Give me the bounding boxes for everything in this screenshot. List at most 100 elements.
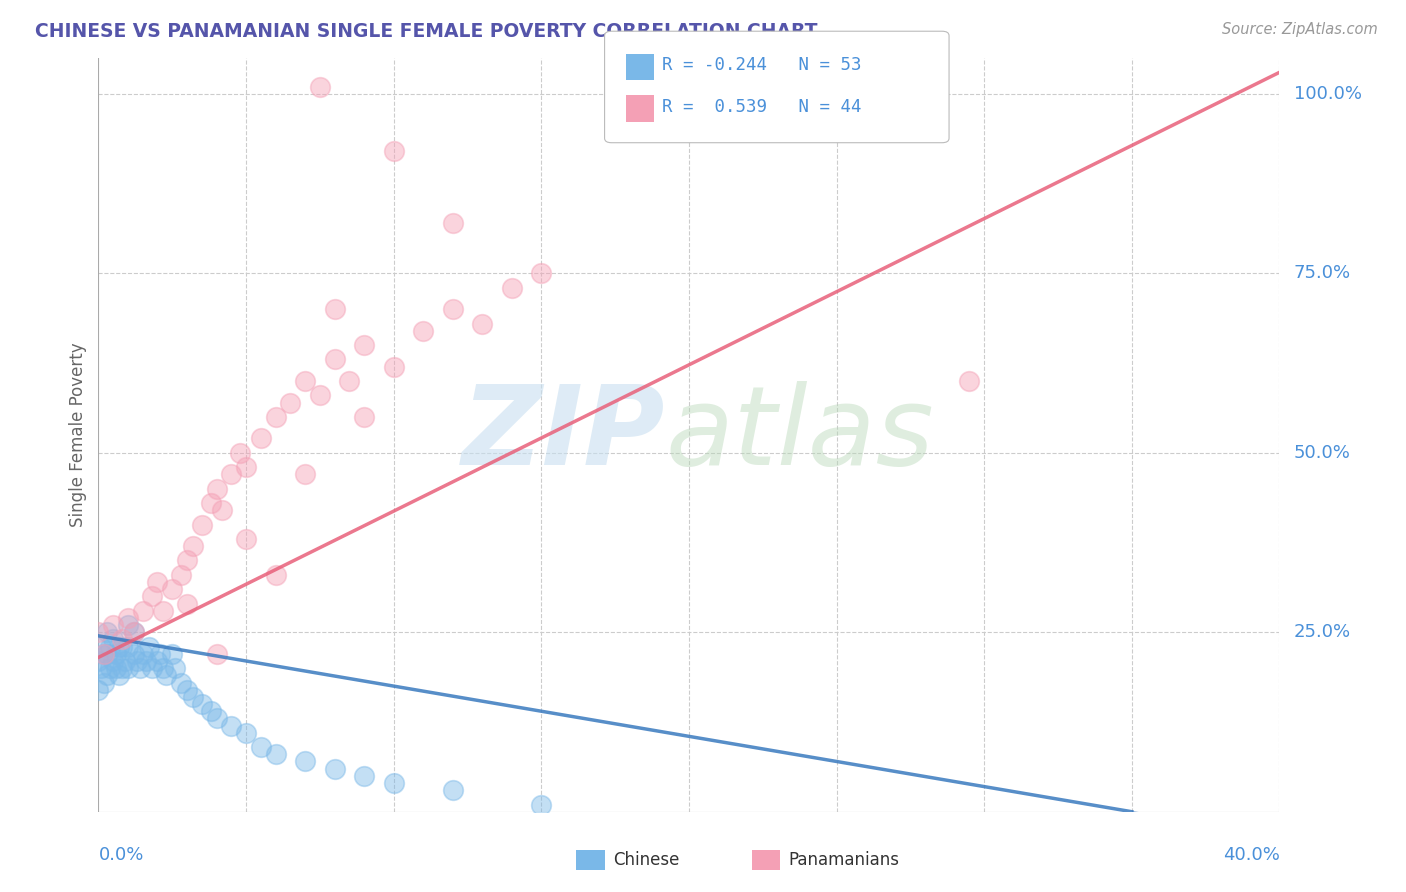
- Point: [176, 682, 198, 697]
- Text: 75.0%: 75.0%: [1294, 264, 1351, 283]
- Point: [323, 352, 346, 367]
- Point: [105, 661, 128, 675]
- Point: [235, 532, 257, 546]
- Text: CHINESE VS PANAMANIAN SINGLE FEMALE POVERTY CORRELATION CHART: CHINESE VS PANAMANIAN SINGLE FEMALE POVE…: [35, 22, 818, 41]
- Point: [200, 704, 222, 718]
- Point: [96, 647, 118, 661]
- Point: [235, 460, 257, 475]
- Point: [165, 661, 187, 675]
- Point: [280, 395, 302, 409]
- Point: [200, 496, 222, 510]
- Point: [382, 776, 405, 790]
- Point: [176, 597, 198, 611]
- Point: [87, 682, 110, 697]
- Point: [530, 266, 553, 280]
- Point: [87, 625, 110, 640]
- Point: [205, 711, 228, 725]
- Point: [294, 467, 316, 482]
- Point: [339, 374, 361, 388]
- Point: [152, 661, 174, 675]
- Point: [146, 574, 169, 589]
- Point: [205, 482, 228, 496]
- Point: [87, 654, 110, 668]
- Point: [221, 467, 243, 482]
- Point: [146, 654, 169, 668]
- Point: [294, 374, 316, 388]
- Point: [96, 668, 118, 682]
- Point: [122, 625, 145, 640]
- Point: [170, 567, 193, 582]
- Text: 25.0%: 25.0%: [1294, 624, 1351, 641]
- Text: 100.0%: 100.0%: [1294, 85, 1361, 103]
- Point: [501, 281, 523, 295]
- Text: R = -0.244   N = 53: R = -0.244 N = 53: [662, 56, 862, 74]
- Point: [98, 640, 121, 654]
- Point: [132, 647, 155, 661]
- Point: [105, 647, 128, 661]
- Point: [96, 625, 118, 640]
- Point: [309, 79, 332, 94]
- Point: [122, 625, 145, 640]
- Point: [382, 145, 405, 159]
- Point: [138, 640, 160, 654]
- Point: [114, 654, 136, 668]
- Point: [122, 647, 145, 661]
- Text: R =  0.539   N = 44: R = 0.539 N = 44: [662, 98, 862, 116]
- Point: [162, 647, 183, 661]
- Point: [205, 647, 228, 661]
- Point: [128, 661, 150, 675]
- Point: [323, 302, 346, 317]
- Point: [441, 783, 464, 797]
- Point: [135, 654, 157, 668]
- Point: [353, 409, 375, 424]
- Text: Chinese: Chinese: [613, 851, 679, 869]
- Point: [211, 503, 233, 517]
- Point: [353, 338, 375, 352]
- Point: [323, 762, 346, 776]
- Point: [132, 604, 155, 618]
- Point: [441, 302, 464, 317]
- Point: [98, 661, 121, 675]
- Point: [191, 517, 214, 532]
- Point: [229, 446, 252, 460]
- Point: [93, 647, 115, 661]
- Point: [309, 388, 332, 402]
- Point: [111, 640, 134, 654]
- Point: [111, 632, 134, 647]
- Point: [103, 632, 125, 647]
- Point: [471, 317, 494, 331]
- Point: [170, 675, 193, 690]
- Point: [155, 668, 177, 682]
- Point: [117, 618, 139, 632]
- Point: [250, 740, 273, 755]
- Text: 0.0%: 0.0%: [98, 846, 143, 863]
- Point: [294, 755, 316, 769]
- Point: [111, 661, 134, 675]
- Point: [264, 409, 287, 424]
- Point: [93, 647, 115, 661]
- Point: [93, 675, 115, 690]
- Point: [181, 690, 204, 704]
- Text: 40.0%: 40.0%: [1223, 846, 1279, 863]
- Point: [117, 611, 139, 625]
- Point: [103, 654, 125, 668]
- Point: [191, 697, 214, 711]
- Point: [235, 725, 257, 739]
- Point: [108, 668, 131, 682]
- Text: 50.0%: 50.0%: [1294, 444, 1351, 462]
- Point: [162, 582, 183, 597]
- Point: [108, 640, 131, 654]
- Point: [103, 618, 125, 632]
- Point: [176, 553, 198, 567]
- Point: [90, 640, 112, 654]
- Point: [412, 324, 434, 338]
- Point: [117, 661, 139, 675]
- Y-axis label: Single Female Poverty: Single Female Poverty: [69, 343, 87, 527]
- Point: [141, 590, 163, 604]
- Point: [181, 539, 204, 553]
- Point: [149, 647, 172, 661]
- Point: [264, 567, 287, 582]
- Point: [382, 359, 405, 374]
- Point: [250, 432, 273, 446]
- Point: [441, 216, 464, 230]
